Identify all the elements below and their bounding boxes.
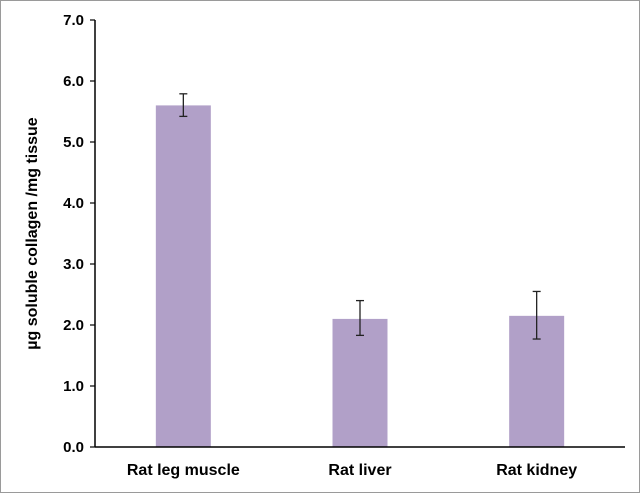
y-tick-label: 6.0 xyxy=(63,73,84,90)
y-tick-label: 7.0 xyxy=(63,12,84,29)
x-category-label: Rat kidney xyxy=(496,462,577,479)
x-axis-category-labels: Rat leg muscle Rat liver Rat kidney xyxy=(127,462,577,479)
bars xyxy=(155,105,565,448)
y-tick-label: 1.0 xyxy=(63,378,84,395)
bar xyxy=(332,318,388,447)
y-tick-label: 5.0 xyxy=(63,134,84,151)
x-category-label: Rat leg muscle xyxy=(127,462,240,479)
y-axis-ticks: 0.0 1.0 2.0 3.0 4.0 5.0 6.0 7.0 xyxy=(63,12,95,456)
bar xyxy=(155,105,211,448)
y-tick-label: 3.0 xyxy=(63,256,84,273)
x-category-label: Rat liver xyxy=(328,462,391,479)
y-axis-title: µg soluble collagen /mg tissue xyxy=(24,117,41,349)
y-tick-label: 4.0 xyxy=(63,195,84,212)
error-bars xyxy=(179,93,541,340)
y-tick-label: 0.0 xyxy=(63,439,84,456)
y-tick-label: 2.0 xyxy=(63,317,84,334)
